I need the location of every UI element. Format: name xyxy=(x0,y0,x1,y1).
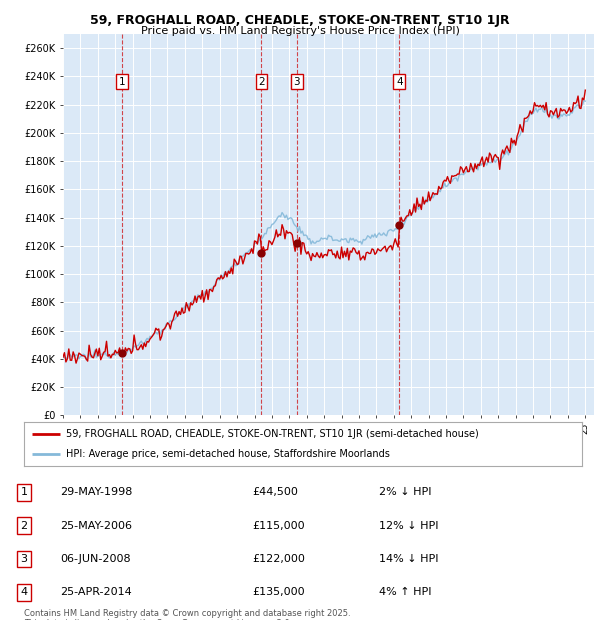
Text: 4: 4 xyxy=(396,77,403,87)
Text: 1: 1 xyxy=(20,487,28,497)
Text: 06-JUN-2008: 06-JUN-2008 xyxy=(60,554,131,564)
Text: 25-MAY-2006: 25-MAY-2006 xyxy=(60,521,132,531)
Text: 3: 3 xyxy=(293,77,300,87)
Text: 14% ↓ HPI: 14% ↓ HPI xyxy=(372,554,439,564)
Text: 2% ↓ HPI: 2% ↓ HPI xyxy=(372,487,431,497)
Text: 2: 2 xyxy=(258,77,265,87)
Text: £115,000: £115,000 xyxy=(252,521,305,531)
Text: 1: 1 xyxy=(119,77,125,87)
Text: £44,500: £44,500 xyxy=(252,487,298,497)
Text: 59, FROGHALL ROAD, CHEADLE, STOKE-ON-TRENT, ST10 1JR (semi-detached house): 59, FROGHALL ROAD, CHEADLE, STOKE-ON-TRE… xyxy=(66,428,479,439)
Text: Price paid vs. HM Land Registry's House Price Index (HPI): Price paid vs. HM Land Registry's House … xyxy=(140,26,460,36)
Text: 2: 2 xyxy=(20,521,28,531)
Text: 25-APR-2014: 25-APR-2014 xyxy=(60,587,132,598)
Text: 12% ↓ HPI: 12% ↓ HPI xyxy=(372,521,439,531)
Text: 59, FROGHALL ROAD, CHEADLE, STOKE-ON-TRENT, ST10 1JR: 59, FROGHALL ROAD, CHEADLE, STOKE-ON-TRE… xyxy=(90,14,510,27)
Text: HPI: Average price, semi-detached house, Staffordshire Moorlands: HPI: Average price, semi-detached house,… xyxy=(66,449,390,459)
Text: Contains HM Land Registry data © Crown copyright and database right 2025.
This d: Contains HM Land Registry data © Crown c… xyxy=(24,609,350,620)
Text: £135,000: £135,000 xyxy=(252,587,305,598)
Text: £122,000: £122,000 xyxy=(252,554,305,564)
Text: 29-MAY-1998: 29-MAY-1998 xyxy=(60,487,133,497)
Text: 3: 3 xyxy=(20,554,28,564)
Text: 4% ↑ HPI: 4% ↑ HPI xyxy=(372,587,431,598)
Text: 4: 4 xyxy=(20,587,28,598)
